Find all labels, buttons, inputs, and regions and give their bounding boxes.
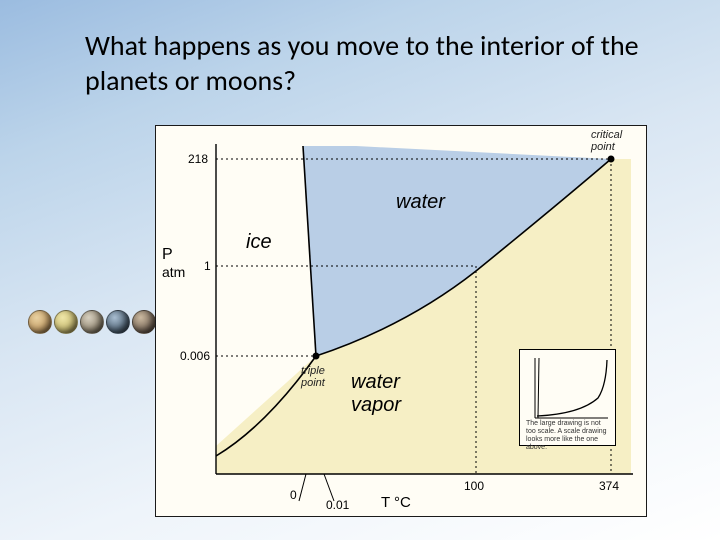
region-label-ice: ice bbox=[246, 231, 272, 254]
y-tick-218: 218 bbox=[188, 152, 208, 166]
planet-icon bbox=[80, 310, 104, 334]
slide: What happens as you move to the interior… bbox=[0, 0, 720, 540]
x-tick-374: 374 bbox=[599, 479, 619, 493]
critical-point-dot bbox=[608, 156, 615, 163]
planet-icon bbox=[106, 310, 130, 334]
region-label-vapor: water vapor bbox=[351, 371, 401, 417]
planet-icon bbox=[28, 310, 52, 334]
x-tick-0: 0 bbox=[290, 488, 297, 502]
y-axis-label-P: P bbox=[162, 246, 173, 263]
chart-svg bbox=[156, 126, 646, 516]
y-tick-0006: 0.006 bbox=[180, 349, 210, 363]
inset-box: The large drawing is not too scale. A sc… bbox=[519, 349, 616, 446]
triple-point-label: triple point bbox=[301, 366, 325, 389]
planet-icon bbox=[54, 310, 78, 334]
y-tick-1: 1 bbox=[204, 259, 211, 273]
critical-point-label: critical point bbox=[591, 130, 622, 153]
region-label-water: water bbox=[396, 191, 445, 214]
phase-diagram: 218 1 0.006 0 0.01 100 374 P atm T °C ic… bbox=[155, 125, 647, 517]
x-tick-100: 100 bbox=[464, 479, 484, 493]
planets-strip bbox=[28, 310, 156, 334]
inset-caption: The large drawing is not too scale. A sc… bbox=[526, 420, 611, 452]
planet-icon bbox=[132, 310, 156, 334]
y-axis-label-unit: atm bbox=[162, 264, 185, 280]
x-tick-001: 0.01 bbox=[326, 498, 349, 512]
triple-point-dot bbox=[313, 353, 320, 360]
y-axis-label: P atm bbox=[162, 246, 185, 281]
slide-title: What happens as you move to the interior… bbox=[85, 28, 645, 98]
x-axis-label: T °C bbox=[381, 494, 411, 511]
